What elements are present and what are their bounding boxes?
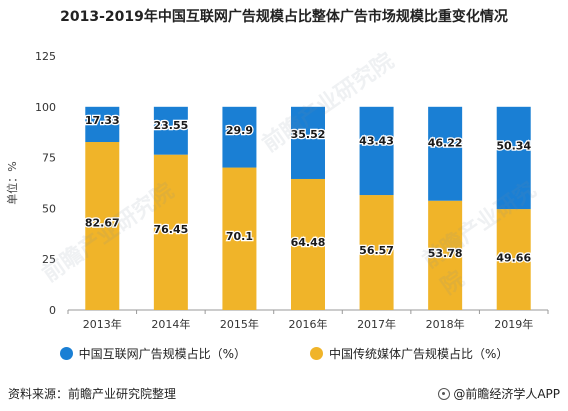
data-label-internet: 43.43 [359,134,394,147]
bar-traditional [359,195,394,310]
legend: 中国互联网广告规模占比（%） 中国传统媒体广告规模占比（%） [0,345,568,362]
data-label-traditional: 70.1 [226,230,253,243]
bar-traditional [496,209,531,310]
bar-internet [291,106,325,179]
data-label-traditional: 53.78 [428,247,463,260]
data-label-traditional: 82.67 [85,217,120,230]
bar-traditional [85,142,120,310]
data-label-internet: 29.9 [226,124,253,137]
bar-internet [85,106,120,143]
data-label-traditional: 76.45 [153,223,188,236]
bar-internet [222,106,257,168]
x-tick-label: 2015年 [220,317,259,331]
credit: @前瞻经济学人APP [438,385,560,402]
y-tick-label: 100 [35,101,56,114]
bar-internet [153,106,188,155]
data-label-internet: 46.22 [428,136,463,149]
data-label-internet: 50.34 [496,140,531,153]
data-label-traditional: 64.48 [291,236,326,249]
x-tick-label: 2017年 [357,317,396,331]
y-axis-label: 单位：% [5,161,19,204]
bar-internet [359,106,394,196]
legend-label-internet: 中国互联网广告规模占比（%） [78,347,246,361]
x-tick-label: 2019年 [494,317,533,331]
data-label-internet: 35.52 [291,128,326,141]
bar-traditional [222,167,257,310]
x-tick-label: 2013年 [83,317,122,331]
y-tick-label: 25 [42,253,56,266]
bar-internet [428,106,463,201]
app-logo-icon [438,387,451,400]
x-tick-label: 2014年 [151,317,190,331]
data-label-internet: 23.55 [153,119,188,132]
x-tick-label: 2016年 [289,317,328,331]
bar-traditional [428,200,463,310]
legend-swatch-internet [59,347,73,360]
x-tick-label: 2018年 [426,317,465,331]
bar-internet [496,106,531,210]
data-label-internet: 17.33 [85,114,120,127]
legend-item-traditional: 中国传统媒体广告规模占比（%） [310,345,508,362]
y-tick-label: 50 [42,202,56,215]
data-label-traditional: 49.66 [496,252,531,265]
credit-text: @前瞻经济学人APP [453,387,560,401]
legend-label-traditional: 中国传统媒体广告规模占比（%） [329,347,509,361]
legend-item-internet: 中国互联网广告规模占比（%） [59,345,246,362]
legend-swatch-traditional [310,347,323,360]
bar-traditional [291,178,325,310]
y-tick-label: 75 [42,152,56,165]
data-label-traditional: 56.57 [359,244,394,257]
source-note: 资料来源：前瞻产业研究院整理 [8,387,177,401]
chart-title: 2013-2019年中国互联网广告规模占比整体广告市场规模比重变化情况 [60,9,508,25]
bar-traditional [153,154,188,310]
y-tick-label: 0 [49,304,56,317]
y-tick-label: 125 [35,50,56,63]
